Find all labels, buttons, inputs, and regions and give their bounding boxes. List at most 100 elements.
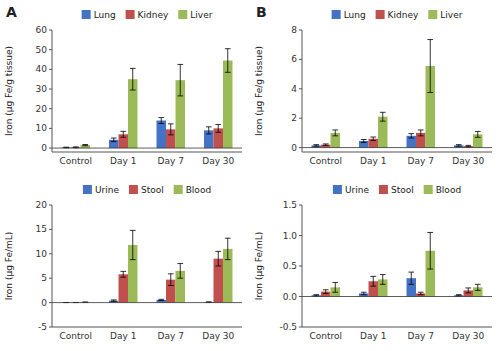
error-bar (361, 292, 367, 294)
error-cap (408, 133, 414, 134)
legend-label: Liver (190, 10, 212, 20)
error-cap (215, 132, 221, 133)
x-tick-label: Control (59, 156, 92, 166)
bar (321, 145, 331, 148)
error-cap (177, 263, 183, 264)
x-tick-label: Day 30 (452, 331, 484, 341)
error-cap (168, 123, 174, 124)
error-cap (130, 230, 136, 231)
error-cap (408, 138, 414, 139)
figure: AIron (μg Fe/g tissue)0102030405060Contr… (0, 0, 500, 351)
error-line (123, 131, 124, 137)
error-line (218, 251, 219, 266)
error-cap (225, 72, 231, 73)
error-line (208, 127, 209, 134)
error-bar (465, 288, 471, 293)
y-axis-line (52, 205, 53, 327)
legend-swatch (82, 10, 91, 19)
zero-line (52, 148, 242, 149)
y-axis-label: Iron (μg Fe/g tissue) (254, 46, 264, 136)
legend-item: Liver (178, 10, 212, 20)
error-bar (215, 251, 221, 266)
legend-label: Urine (95, 185, 119, 195)
legend: Urine Stool Blood (333, 185, 461, 195)
error-cap (158, 299, 164, 300)
error-bar (456, 295, 462, 296)
error-cap (82, 145, 88, 146)
error-cap (370, 276, 376, 277)
error-bar (380, 112, 386, 121)
bar (378, 117, 388, 148)
error-bar (120, 131, 126, 137)
error-line (335, 282, 336, 292)
error-line (161, 118, 162, 124)
legend-item: Blood (424, 185, 461, 195)
legend-label: Lung (344, 10, 366, 20)
error-bar (475, 284, 481, 290)
y-tick-label: 6 (291, 54, 297, 64)
y-tick-label: 0.5 (283, 261, 297, 271)
legend-item: Stool (379, 185, 414, 195)
error-cap (332, 129, 338, 130)
error-bar (418, 130, 424, 136)
error-bar (111, 138, 117, 142)
error-cap (370, 140, 376, 141)
legend-item: Urine (333, 185, 369, 195)
error-cap (465, 292, 471, 293)
error-line (477, 131, 478, 137)
error-line (382, 112, 383, 121)
error-cap (323, 293, 329, 294)
error-cap (475, 137, 481, 138)
legend-swatch (126, 10, 135, 19)
legend: LungKidneyLiver (332, 10, 463, 20)
bar (119, 274, 129, 302)
error-cap (158, 300, 164, 301)
error-cap (427, 232, 433, 233)
legend-label: Liver (440, 10, 462, 20)
legend-label: Lung (94, 10, 116, 20)
error-bar (206, 127, 212, 134)
error-line (468, 288, 469, 293)
error-line (132, 230, 133, 259)
error-bar (177, 64, 183, 95)
y-axis-label: Iron (μg Fe/mL) (4, 232, 14, 301)
error-line (180, 264, 181, 279)
x-axis-line (52, 152, 242, 153)
legend-swatch (174, 185, 183, 194)
y-axis-label: Iron (μg Fe/g tissue) (4, 46, 14, 136)
legend-label: Urine (345, 185, 369, 195)
y-tick-label: -0.5 (279, 322, 297, 332)
legend-swatch (83, 185, 92, 194)
y-tick-label: 0.0 (283, 292, 298, 302)
error-cap (158, 123, 164, 124)
error-cap (177, 64, 183, 65)
x-tick-label: Day 30 (452, 156, 484, 166)
error-cap (475, 284, 481, 285)
x-tick-label: Control (309, 331, 342, 341)
y-tick-label: -5 (38, 322, 47, 332)
error-cap (120, 271, 126, 272)
error-bar (332, 130, 338, 136)
error-cap (427, 39, 433, 40)
zero-line (302, 147, 492, 148)
error-cap (120, 137, 126, 138)
error-cap (323, 145, 329, 146)
error-bar (158, 118, 164, 124)
error-bar (370, 137, 376, 141)
y-tick-label: 20 (36, 104, 48, 114)
error-line (411, 272, 412, 284)
error-cap (130, 68, 136, 69)
legend-item: Stool (129, 185, 164, 195)
x-tick-label: Day 7 (408, 156, 434, 166)
error-line (411, 134, 412, 138)
error-bar (168, 274, 174, 286)
error-cap (130, 90, 136, 91)
error-cap (313, 294, 319, 295)
legend: LungKidneyLiver (82, 10, 213, 20)
error-cap (225, 238, 231, 239)
error-bar (158, 299, 164, 300)
x-tick-label: Day 1 (360, 156, 386, 166)
error-bar (313, 145, 319, 146)
y-axis-label: Iron (μg Fe/mL) (254, 232, 264, 301)
error-bar (475, 131, 481, 137)
